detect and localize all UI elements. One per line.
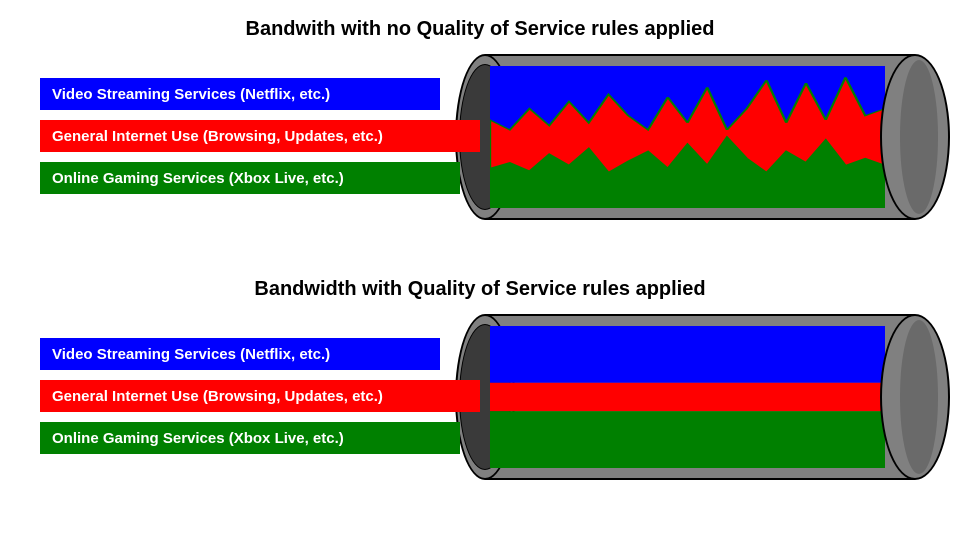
bar-gaming-1: Online Gaming Services (Xbox Live, etc.) [40, 422, 460, 454]
section-title-0: Bandwith with no Quality of Service rule… [0, 18, 960, 41]
bar-video-1: Video Streaming Services (Netflix, etc.) [40, 338, 440, 370]
bar-video-0: Video Streaming Services (Netflix, etc.) [40, 78, 440, 110]
bar-general-0: General Internet Use (Browsing, Updates,… [40, 120, 480, 152]
qos-bandwidth-infographic: Bandwith with no Quality of Service rule… [0, 0, 960, 540]
section-title-1: Bandwidth with Quality of Service rules … [0, 278, 960, 301]
pipe-right-cap-shade-1 [900, 320, 939, 474]
input-bars-0: Video Streaming Services (Netflix, etc.)… [40, 78, 480, 204]
bar-general-1: General Internet Use (Browsing, Updates,… [40, 380, 480, 412]
bar-label-general: General Internet Use (Browsing, Updates,… [52, 128, 383, 145]
pipe-content-1 [490, 326, 885, 468]
bar-label-video: Video Streaming Services (Netflix, etc.) [52, 86, 330, 103]
bar-label-gaming: Online Gaming Services (Xbox Live, etc.) [52, 170, 344, 187]
pipe-right-cap-shade-0 [900, 60, 939, 214]
bar-label-general: General Internet Use (Browsing, Updates,… [52, 388, 383, 405]
input-bars-1: Video Streaming Services (Netflix, etc.)… [40, 338, 480, 464]
bar-label-gaming: Online Gaming Services (Xbox Live, etc.) [52, 430, 344, 447]
bar-gaming-0: Online Gaming Services (Xbox Live, etc.) [40, 162, 460, 194]
bar-label-video: Video Streaming Services (Netflix, etc.) [52, 346, 330, 363]
pipe-content-0 [490, 66, 885, 208]
